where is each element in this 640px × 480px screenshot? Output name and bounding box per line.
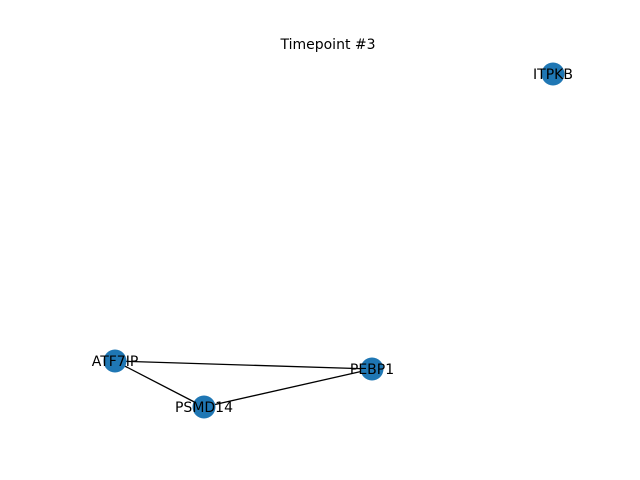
node-label-pebp1: PEBP1 (350, 362, 394, 378)
node-itpkb (541, 62, 565, 86)
figure-title: Timepoint #3 (279, 37, 375, 53)
edge-atf7ip-psmd14 (114, 360, 205, 408)
edges-layer (114, 360, 373, 408)
node-label-atf7ip: ATF7IP (92, 354, 139, 370)
node-label-itpkb: ITPKB (533, 67, 573, 83)
node-psmd14 (192, 395, 216, 419)
edge-atf7ip-pebp1 (114, 360, 373, 370)
edge-psmd14-pebp1 (203, 368, 373, 408)
labels-layer: ITPKB ATF7IP PEBP1 PSMD14 (92, 67, 573, 416)
node-label-psmd14: PSMD14 (175, 400, 233, 416)
node-pebp1 (360, 357, 384, 381)
nodes-layer (103, 62, 565, 419)
node-atf7ip (103, 349, 127, 373)
